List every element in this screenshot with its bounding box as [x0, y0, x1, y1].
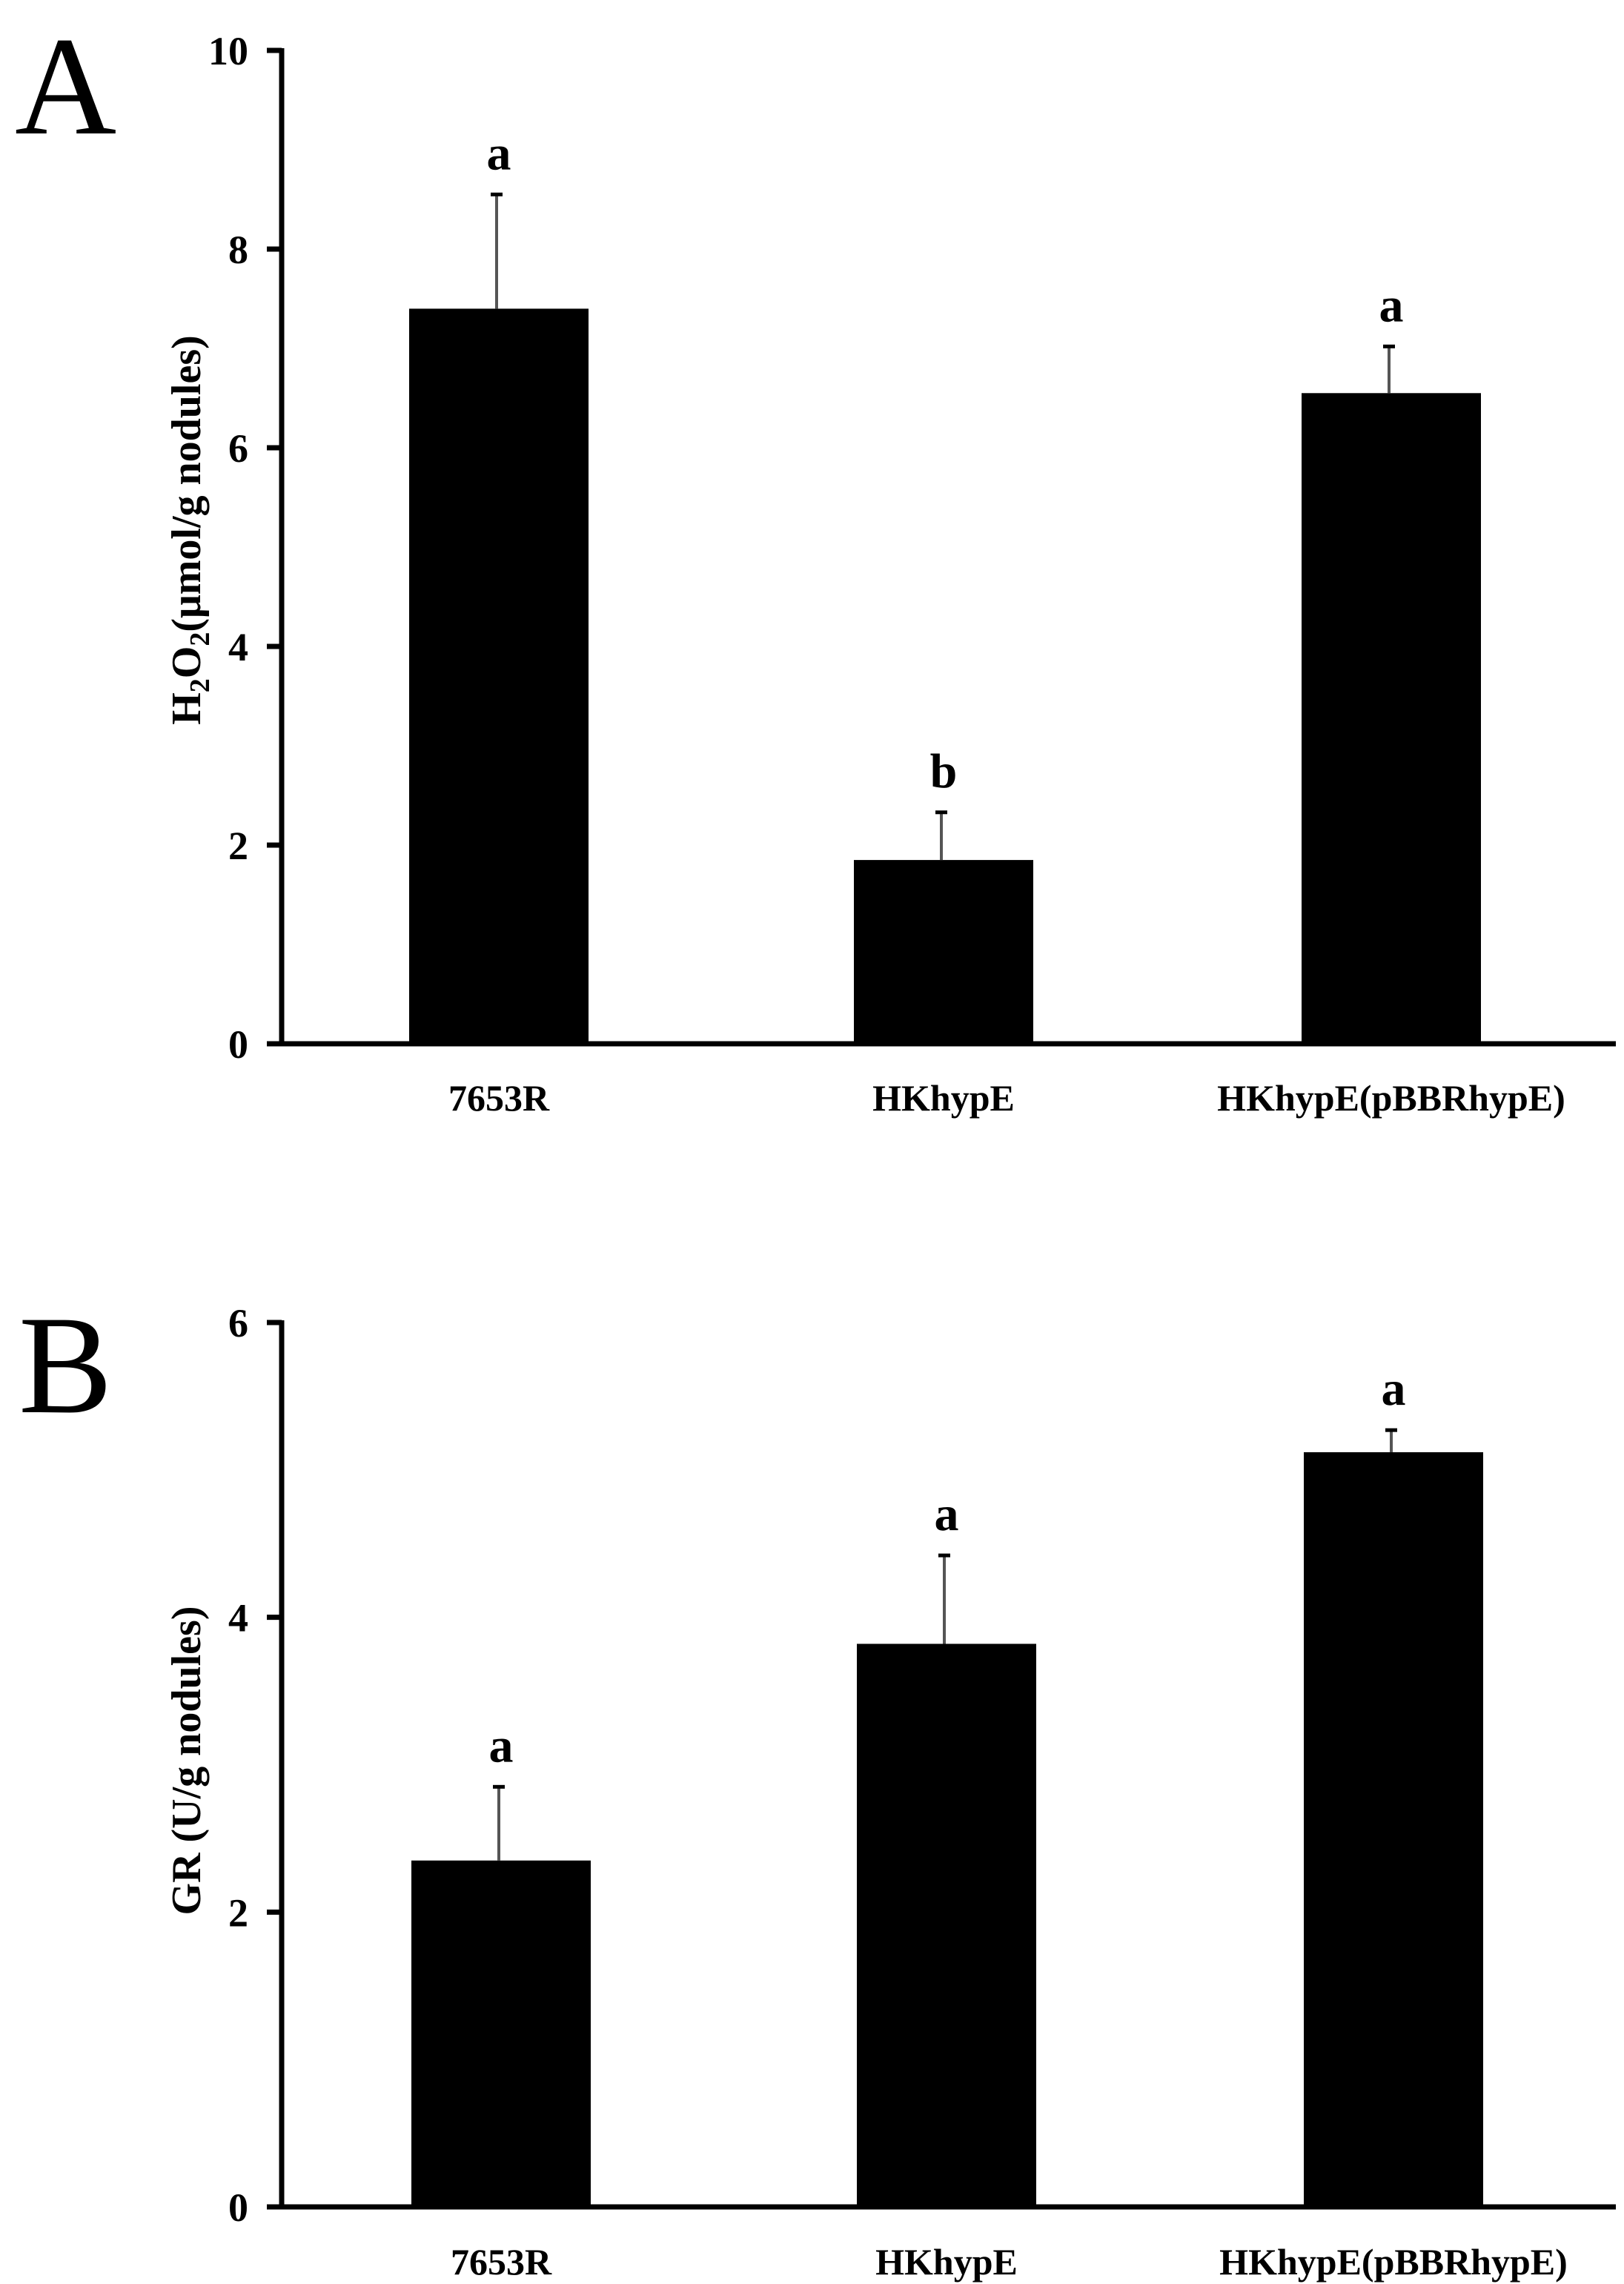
- panel-b-y-tick-label: 2: [228, 1890, 248, 1935]
- panel-a-y-tick-label: 0: [228, 1022, 248, 1067]
- panel-b-significance-label: a: [1382, 1362, 1406, 1416]
- panel-a-y-tick-label: 4: [228, 625, 248, 669]
- panel-b: B GR (U/g nodules) 0 2 4 6 a 7653R a HKhypE a HKh…: [19, 1288, 1616, 2283]
- panel-a-y-tick-label: 10: [208, 29, 248, 73]
- panel-a-y-tick-label: 6: [228, 426, 248, 471]
- panel-b-letter: B: [19, 1288, 113, 1443]
- panel-b-bar: [411, 1860, 591, 2207]
- panel-b-marks: 0 2 4 6 a 7653R a HKhypE a HKhypE(pBBRhypE): [228, 1301, 1616, 2283]
- panel-a-bar: [1302, 393, 1481, 1044]
- panel-b-y-tick-label: 4: [228, 1596, 248, 1641]
- panel-a-category-label: HKhypE: [872, 1077, 1015, 1119]
- panel-a-significance-label: a: [487, 126, 511, 180]
- panel-b-y-tick-label: 0: [228, 2185, 248, 2230]
- panel-b-significance-label: a: [489, 1718, 514, 1772]
- panel-a-bar: [409, 308, 589, 1044]
- panel-a-category-label: 7653R: [448, 1077, 550, 1119]
- panel-a-significance-label: a: [1379, 278, 1404, 332]
- panel-a-bar: [854, 860, 1033, 1044]
- panel-b-bar: [857, 1644, 1036, 2207]
- panel-b-category-label: 7653R: [451, 2241, 552, 2283]
- panel-b-category-label: HKhypE: [875, 2241, 1018, 2283]
- panel-b-bar: [1304, 1452, 1483, 2207]
- panel-a-y-tick-label: 8: [228, 228, 248, 272]
- panel-a: A H2O2(μmol/g nodules) 0 2 4 6 8 10 a 7653R b HKh…: [15, 9, 1616, 1119]
- panel-b-y-tick-label: 6: [228, 1301, 248, 1345]
- panel-a-category-label: HKhypE(pBBRhypE): [1217, 1077, 1565, 1119]
- panel-a-marks: 0 2 4 6 8 10 a 7653R b HKhypE a HKhypE(pBBRhypE): [208, 29, 1616, 1119]
- panel-a-significance-label: b: [930, 744, 958, 798]
- panel-a-letter: A: [15, 9, 116, 165]
- panel-a-y-tick-label: 2: [228, 824, 248, 868]
- panel-b-y-axis-label: GR (U/g nodules): [164, 1606, 210, 1916]
- panel-a-y-axis-label: H2O2(μmol/g nodules): [164, 335, 216, 725]
- panel-b-category-label: HKhypE(pBBRhypE): [1219, 2241, 1568, 2283]
- panel-b-significance-label: a: [935, 1487, 959, 1541]
